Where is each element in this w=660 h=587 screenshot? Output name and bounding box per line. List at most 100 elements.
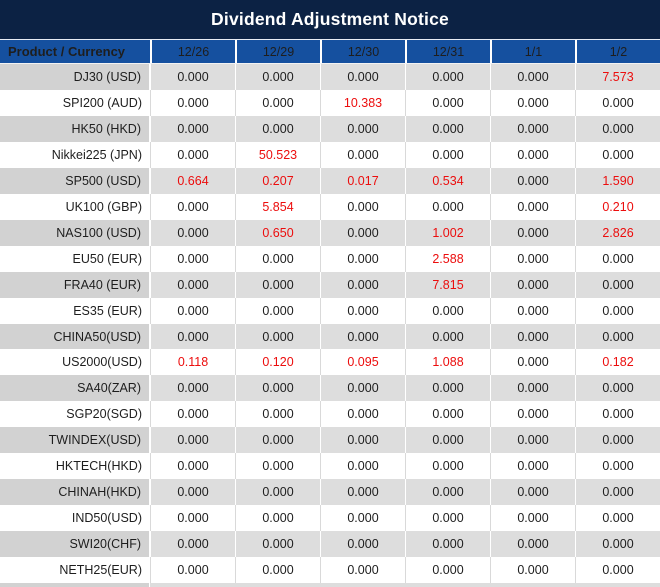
table-bottom-edge <box>0 583 660 587</box>
value-cell: 0.000 <box>235 271 320 298</box>
column-header-date: 1/1 <box>490 40 575 63</box>
value-cell: 0.000 <box>575 479 660 506</box>
value-cell: 2.826 <box>575 219 660 246</box>
value-cell: 0.000 <box>150 479 235 506</box>
value-cell: 0.000 <box>575 89 660 116</box>
table-row: SA40(ZAR) 0.000 0.000 0.000 0.000 0.000 0.000 <box>0 375 660 402</box>
value-cell: 0.000 <box>490 167 575 194</box>
table-row: HK50 (HKD) 0.000 0.000 0.000 0.000 0.000 0.000 <box>0 115 660 142</box>
bottom-edge-product-sliver <box>0 583 150 587</box>
value-cell: 0.000 <box>320 219 405 246</box>
value-cell: 0.000 <box>235 505 320 532</box>
value-cell: 0.000 <box>490 349 575 376</box>
table-row: IND50(USD) 0.000 0.000 0.000 0.000 0.000 0.000 <box>0 505 660 532</box>
value-cell: 0.000 <box>405 375 490 402</box>
value-cell: 0.000 <box>150 505 235 532</box>
table-row: NAS100 (USD) 0.000 0.650 0.000 1.002 0.000 2.8… <box>0 219 660 246</box>
value-cell: 10.383 <box>320 89 405 116</box>
product-cell: SA40(ZAR) <box>0 375 150 402</box>
table-body: DJ30 (USD) 0.000 0.000 0.000 0.000 0.000 7.573… <box>0 64 660 584</box>
value-cell: 0.000 <box>490 557 575 584</box>
value-cell: 0.000 <box>490 193 575 220</box>
value-cell: 0.000 <box>150 297 235 324</box>
value-cell: 0.000 <box>320 245 405 272</box>
product-cell: SP500 (USD) <box>0 167 150 194</box>
value-cell: 0.000 <box>235 375 320 402</box>
value-cell: 0.000 <box>235 323 320 350</box>
table-row: ES35 (EUR) 0.000 0.000 0.000 0.000 0.000 0.000 <box>0 297 660 324</box>
value-cell: 0.000 <box>490 115 575 142</box>
value-cell: 0.000 <box>235 245 320 272</box>
value-cell: 0.000 <box>150 375 235 402</box>
value-cell: 0.000 <box>490 479 575 506</box>
bottom-edge-values-sliver <box>150 583 660 587</box>
value-cell: 0.000 <box>320 453 405 480</box>
value-cell: 0.095 <box>320 349 405 376</box>
value-cell: 7.815 <box>405 271 490 298</box>
value-cell: 0.000 <box>490 453 575 480</box>
value-cell: 0.000 <box>150 427 235 454</box>
column-header-date: 12/31 <box>405 40 490 63</box>
value-cell: 0.118 <box>150 349 235 376</box>
value-cell: 0.000 <box>320 427 405 454</box>
table-row: TWINDEX(USD) 0.000 0.000 0.000 0.000 0.000 0.0… <box>0 427 660 454</box>
column-header-date: 12/30 <box>320 40 405 63</box>
value-cell: 0.000 <box>490 219 575 246</box>
value-cell: 0.000 <box>575 453 660 480</box>
value-cell: 0.210 <box>575 193 660 220</box>
product-cell: DJ30 (USD) <box>0 64 150 90</box>
product-cell: EU50 (EUR) <box>0 245 150 272</box>
product-cell: HK50 (HKD) <box>0 115 150 142</box>
value-cell: 0.000 <box>490 271 575 298</box>
value-cell: 0.650 <box>235 219 320 246</box>
value-cell: 0.000 <box>575 375 660 402</box>
value-cell: 0.000 <box>575 297 660 324</box>
value-cell: 0.000 <box>575 401 660 428</box>
table-row: SP500 (USD) 0.664 0.207 0.017 0.534 0.000 1.59… <box>0 167 660 194</box>
product-cell: HKTECH(HKD) <box>0 453 150 480</box>
value-cell: 5.854 <box>235 193 320 220</box>
value-cell: 2.588 <box>405 245 490 272</box>
value-cell: 0.664 <box>150 167 235 194</box>
value-cell: 0.000 <box>575 245 660 272</box>
value-cell: 0.000 <box>320 141 405 168</box>
product-cell: UK100 (GBP) <box>0 193 150 220</box>
value-cell: 0.534 <box>405 167 490 194</box>
value-cell: 0.000 <box>235 479 320 506</box>
product-cell: CHINA50(USD) <box>0 323 150 350</box>
table-row: EU50 (EUR) 0.000 0.000 0.000 2.588 0.000 0.000 <box>0 245 660 272</box>
value-cell: 0.000 <box>235 427 320 454</box>
value-cell: 0.000 <box>235 531 320 558</box>
value-cell: 0.000 <box>320 115 405 142</box>
value-cell: 1.590 <box>575 167 660 194</box>
value-cell: 0.000 <box>490 89 575 116</box>
title-bar: Dividend Adjustment Notice <box>0 0 660 40</box>
value-cell: 0.000 <box>405 64 490 90</box>
table-header-row: Product / Currency 12/26 12/29 12/30 12/… <box>0 40 660 64</box>
value-cell: 0.000 <box>320 401 405 428</box>
value-cell: 0.000 <box>405 297 490 324</box>
column-header-date: 12/29 <box>235 40 320 63</box>
value-cell: 0.000 <box>320 297 405 324</box>
value-cell: 0.000 <box>490 375 575 402</box>
value-cell: 0.000 <box>150 193 235 220</box>
value-cell: 0.000 <box>150 141 235 168</box>
value-cell: 1.002 <box>405 219 490 246</box>
value-cell: 0.000 <box>320 193 405 220</box>
value-cell: 0.000 <box>490 245 575 272</box>
value-cell: 0.000 <box>490 531 575 558</box>
table-row: US2000(USD) 0.118 0.120 0.095 1.088 0.000 0.18… <box>0 349 660 376</box>
value-cell: 0.182 <box>575 349 660 376</box>
value-cell: 0.000 <box>405 505 490 532</box>
value-cell: 0.000 <box>490 505 575 532</box>
value-cell: 0.000 <box>575 115 660 142</box>
value-cell: 0.000 <box>235 401 320 428</box>
column-header-product-currency: Product / Currency <box>8 44 126 59</box>
product-cell: SGP20(SGD) <box>0 401 150 428</box>
value-cell: 0.000 <box>405 531 490 558</box>
value-cell: 0.000 <box>405 557 490 584</box>
value-cell: 0.000 <box>150 219 235 246</box>
value-cell: 0.000 <box>490 427 575 454</box>
table-row: CHINA50(USD) 0.000 0.000 0.000 0.000 0.000 0.0… <box>0 323 660 350</box>
value-cell: 0.000 <box>150 323 235 350</box>
